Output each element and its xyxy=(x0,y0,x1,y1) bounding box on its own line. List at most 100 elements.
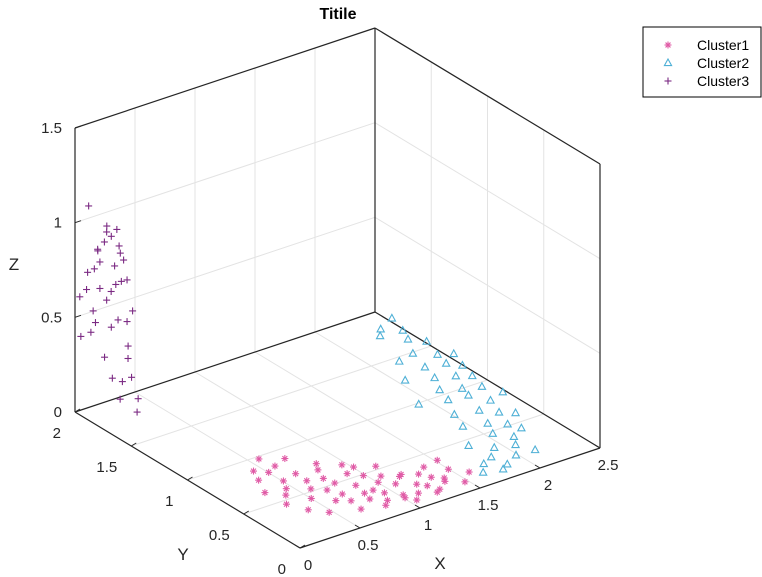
legend-label-cluster3: Cluster3 xyxy=(697,73,749,89)
x-tick-label: 1.5 xyxy=(478,497,499,514)
point-cluster1 xyxy=(312,460,320,468)
z-tick-mark xyxy=(74,220,82,224)
point-cluster2 xyxy=(420,362,430,371)
point-cluster3 xyxy=(103,228,111,236)
point-cluster1 xyxy=(282,491,290,499)
point-cluster1 xyxy=(319,474,327,482)
x-tick-label: 2 xyxy=(544,477,552,494)
point-cluster3 xyxy=(101,353,109,361)
point-cluster1 xyxy=(331,479,339,487)
point-cluster2 xyxy=(457,383,467,392)
x-tick-mark xyxy=(534,464,541,469)
point-cluster1 xyxy=(397,470,405,478)
point-cluster1 xyxy=(303,477,311,485)
point-cluster3 xyxy=(120,256,128,264)
point-cluster1 xyxy=(413,480,421,488)
point-cluster2 xyxy=(398,325,408,334)
y-tick-label: 1 xyxy=(165,493,173,510)
x-axis-line xyxy=(299,447,601,549)
x-tick-mark xyxy=(414,504,421,509)
point-cluster3 xyxy=(129,307,137,315)
point-cluster3 xyxy=(107,323,115,331)
point-cluster1 xyxy=(261,489,269,497)
chart-title: Titile xyxy=(319,6,356,23)
point-cluster3 xyxy=(83,286,91,294)
point-cluster3 xyxy=(134,395,142,403)
point-cluster1 xyxy=(323,486,331,494)
x-tick-mark xyxy=(294,544,301,549)
back-wall-xz xyxy=(75,27,374,412)
x-tick-mark xyxy=(594,444,601,449)
point-cluster3 xyxy=(114,316,122,324)
point-cluster1 xyxy=(352,481,360,489)
point-cluster2 xyxy=(474,405,484,414)
point-cluster1 xyxy=(279,477,287,485)
point-cluster1 xyxy=(359,472,367,480)
point-cluster2 xyxy=(494,407,504,416)
y-tick-label: 0 xyxy=(278,561,286,577)
x-tick-label: 0 xyxy=(304,557,312,574)
point-cluster1 xyxy=(383,496,391,504)
point-cluster3 xyxy=(90,265,98,273)
grid-line xyxy=(374,122,601,260)
point-cluster2 xyxy=(486,452,496,461)
point-cluster3 xyxy=(115,242,123,250)
point-cluster2 xyxy=(441,358,451,367)
grid-line xyxy=(74,122,376,224)
point-cluster2 xyxy=(376,324,386,333)
point-cluster2 xyxy=(483,418,493,427)
point-cluster3 xyxy=(96,284,104,292)
point-cluster1 xyxy=(414,489,422,497)
point-cluster3 xyxy=(118,378,126,386)
point-cluster1 xyxy=(399,491,407,499)
point-cluster2 xyxy=(503,419,513,428)
point-cluster2 xyxy=(463,390,473,399)
point-cluster2 xyxy=(394,356,404,365)
point-cluster3 xyxy=(107,232,115,240)
point-cluster2 xyxy=(414,399,424,408)
point-cluster2 xyxy=(511,407,521,417)
point-cluster3 xyxy=(85,202,93,210)
point-cluster1 xyxy=(377,472,385,480)
point-cluster1 xyxy=(440,474,448,482)
point-cluster1 xyxy=(374,478,382,486)
point-cluster2 xyxy=(485,395,496,404)
point-cluster1 xyxy=(283,500,290,508)
point-cluster1 xyxy=(314,466,322,474)
point-cluster3 xyxy=(108,374,116,382)
point-cluster3 xyxy=(94,247,102,255)
point-cluster1 xyxy=(332,497,340,505)
point-cluster1 xyxy=(282,485,290,493)
x-tick-label: 1 xyxy=(424,517,432,534)
point-cluster3 xyxy=(128,373,136,381)
grid-line xyxy=(74,216,376,318)
point-cluster2 xyxy=(488,428,498,437)
box-edge xyxy=(374,27,601,165)
point-cluster3 xyxy=(103,296,111,304)
point-cluster2 xyxy=(478,467,488,476)
point-cluster1 xyxy=(325,508,333,516)
point-cluster1 xyxy=(255,476,263,484)
point-cluster1 xyxy=(292,470,300,478)
axis-lines xyxy=(74,27,601,549)
x-axis-label: X xyxy=(434,554,445,573)
point-cluster3 xyxy=(84,268,92,276)
point-cluster1 xyxy=(382,501,390,509)
point-cluster2 xyxy=(375,330,385,340)
point-cluster2 xyxy=(530,444,540,454)
point-cluster3 xyxy=(116,395,124,403)
point-cluster3 xyxy=(107,287,115,295)
x-tick-label: 0.5 xyxy=(358,537,379,554)
point-cluster3 xyxy=(123,318,131,326)
point-cluster2 xyxy=(430,372,440,382)
point-cluster2 xyxy=(400,375,410,384)
point-cluster2 xyxy=(422,336,432,345)
box-edge xyxy=(74,27,376,129)
point-cluster2 xyxy=(433,349,443,358)
point-cluster1 xyxy=(423,482,431,490)
z-tick-label: 1 xyxy=(54,215,62,232)
point-cluster1 xyxy=(413,496,421,504)
point-cluster1 xyxy=(369,486,377,494)
point-cluster1 xyxy=(347,497,355,505)
legend: Cluster1 Cluster2 Cluster3 xyxy=(642,26,762,98)
